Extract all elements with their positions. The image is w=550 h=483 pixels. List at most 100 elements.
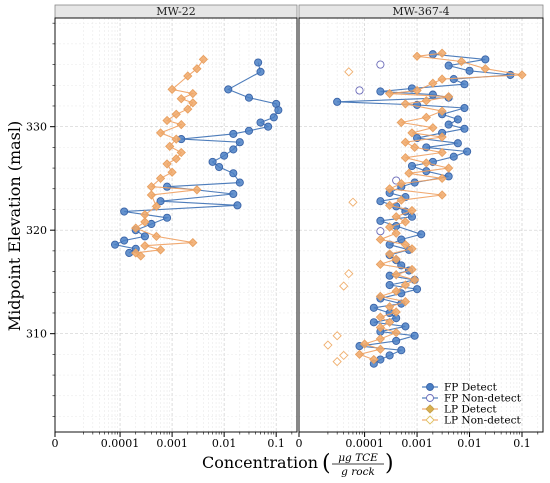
- data-point: [155, 128, 166, 138]
- data-point: [176, 119, 186, 130]
- series-fp-nondetect: [355, 60, 401, 236]
- data-point: [437, 173, 447, 184]
- data-point: [391, 307, 401, 317]
- data-point: [437, 48, 447, 58]
- legend-item: FP Detect: [422, 382, 498, 394]
- data-point: [359, 339, 370, 349]
- x-tick-label: 0.0001: [101, 437, 140, 450]
- data-point: [410, 275, 420, 285]
- series-lp-detect: [131, 54, 209, 261]
- data-point: [410, 331, 419, 340]
- data-point: [140, 241, 150, 251]
- data-point: [397, 346, 406, 355]
- data-point: [140, 217, 150, 227]
- data-point: [400, 99, 411, 109]
- panel-strip-label: MW-367-4: [392, 5, 449, 18]
- data-point: [120, 207, 129, 216]
- data-point: [354, 349, 365, 360]
- data-point: [375, 344, 386, 354]
- data-point: [339, 281, 349, 291]
- data-point: [192, 185, 202, 195]
- data-point: [400, 137, 411, 147]
- data-point: [269, 113, 278, 122]
- data-point: [176, 94, 186, 104]
- data-point: [384, 317, 395, 327]
- data-point: [375, 234, 386, 245]
- legend-item: LP Detect: [422, 404, 497, 416]
- data-point: [465, 66, 474, 75]
- data-point: [333, 97, 342, 106]
- data-point: [183, 71, 193, 81]
- data-point: [355, 86, 364, 95]
- data-point: [400, 217, 411, 227]
- series-lp-nondetect: [323, 67, 358, 367]
- data-point: [233, 201, 242, 210]
- data-point: [376, 227, 385, 236]
- panel-strip-label: MW-22: [156, 5, 195, 18]
- data-point: [384, 302, 395, 312]
- data-point: [188, 88, 198, 99]
- panel-border: [54, 17, 298, 433]
- legend-marker: [425, 404, 435, 414]
- data-point: [384, 184, 395, 194]
- data-point: [369, 303, 378, 312]
- data-point: [444, 120, 453, 129]
- data-point: [167, 84, 177, 95]
- data-point: [384, 200, 395, 210]
- data-point: [171, 134, 181, 144]
- data-point: [140, 232, 149, 241]
- panel-1: MW-22: [54, 4, 298, 433]
- data-point: [401, 322, 410, 331]
- data-point: [444, 61, 453, 70]
- series-lp-detect: [354, 48, 527, 365]
- y-axis-title: Midpoint Elevation (masl): [5, 121, 24, 332]
- data-point: [323, 340, 333, 350]
- data-point: [460, 124, 469, 133]
- x-axis-unit-numerator: μg TCE: [338, 452, 378, 464]
- data-point: [120, 236, 129, 245]
- data-point: [376, 216, 385, 225]
- data-point: [244, 126, 254, 135]
- data-point: [229, 169, 238, 178]
- data-point: [428, 78, 438, 88]
- y-axis-ticks: 310 320 330: [26, 22, 55, 417]
- data-point: [444, 92, 454, 102]
- data-point: [229, 129, 238, 138]
- data-point: [192, 64, 202, 74]
- data-point: [392, 336, 401, 345]
- data-point: [384, 88, 395, 99]
- data-point: [407, 128, 417, 138]
- data-point: [421, 96, 431, 106]
- data-point: [444, 172, 453, 181]
- data-point: [449, 152, 458, 161]
- data-point: [229, 145, 238, 154]
- x-axis-ticks: 0 0.0001 0.001 0.01 0.1: [296, 432, 539, 450]
- data-point: [437, 190, 447, 200]
- data-point: [375, 291, 386, 302]
- data-point: [215, 162, 224, 172]
- data-point: [131, 223, 141, 233]
- data-point: [437, 132, 447, 142]
- data-point: [385, 280, 394, 290]
- data-point: [456, 56, 467, 67]
- panel-background: [55, 18, 297, 432]
- data-point: [396, 117, 406, 128]
- x-tick-label: 0.01: [212, 437, 237, 450]
- data-point: [453, 139, 462, 148]
- x-axis-title: Concentration ( μg TCE g rock ): [202, 451, 394, 478]
- y-tick-label: 320: [26, 224, 47, 237]
- legend-item: FP Non-detect: [422, 393, 522, 405]
- data-point: [229, 189, 238, 198]
- x-tick-label: 0.001: [401, 437, 433, 450]
- data-point: [460, 103, 469, 113]
- data-point: [412, 85, 422, 96]
- data-point: [167, 167, 177, 177]
- data-point: [391, 228, 401, 238]
- data-point: [421, 158, 431, 168]
- axes: 0 0.0001 0.001 0.01 0.1 0 0.0001 0.001 0.01 0.1 31…: [26, 22, 539, 450]
- data-point: [413, 285, 422, 294]
- x-tick-label: 0.0001: [345, 437, 384, 450]
- data-point: [384, 222, 395, 232]
